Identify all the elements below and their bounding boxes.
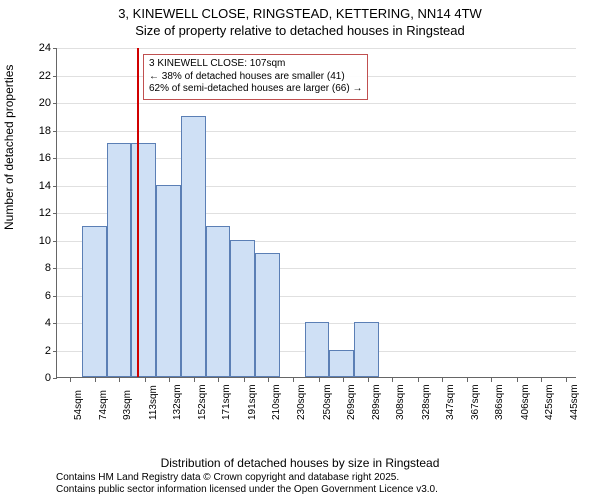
- xtick-label: 406sqm: [520, 384, 531, 420]
- ytick-mark: [53, 48, 57, 49]
- gridline: [57, 103, 576, 104]
- xtick-mark: [517, 378, 518, 382]
- xtick-mark: [119, 378, 120, 382]
- ytick-label: 24: [27, 42, 51, 54]
- ytick-mark: [53, 268, 57, 269]
- title-line1: 3, KINEWELL CLOSE, RINGSTEAD, KETTERING,…: [0, 6, 600, 23]
- x-axis-label: Distribution of detached houses by size …: [0, 456, 600, 470]
- histogram-bar: [354, 322, 379, 377]
- xtick-label: 230sqm: [296, 384, 307, 420]
- histogram-bar: [305, 322, 330, 377]
- xtick-label: 289sqm: [371, 384, 382, 420]
- histogram-bar: [156, 185, 181, 378]
- histogram-bar: [107, 143, 132, 377]
- chart-title: 3, KINEWELL CLOSE, RINGSTEAD, KETTERING,…: [0, 0, 600, 40]
- histogram-bar: [82, 226, 107, 377]
- xtick-mark: [418, 378, 419, 382]
- xtick-mark: [541, 378, 542, 382]
- xtick-mark: [491, 378, 492, 382]
- ytick-mark: [53, 296, 57, 297]
- histogram-bar: [230, 240, 255, 378]
- xtick-mark: [169, 378, 170, 382]
- xtick-label: 308sqm: [395, 384, 406, 420]
- attribution: Contains HM Land Registry data © Crown c…: [56, 472, 438, 496]
- ytick-label: 22: [27, 70, 51, 82]
- ytick-mark: [53, 76, 57, 77]
- xtick-mark: [566, 378, 567, 382]
- ytick-label: 0: [27, 372, 51, 384]
- annotation-line3: 62% of semi-detached houses are larger (…: [149, 83, 362, 96]
- reference-line: [137, 48, 139, 377]
- ytick-label: 2: [27, 345, 51, 357]
- ytick-label: 10: [27, 235, 51, 247]
- xtick-mark: [244, 378, 245, 382]
- xtick-mark: [343, 378, 344, 382]
- gridline: [57, 131, 576, 132]
- ytick-label: 6: [27, 290, 51, 302]
- annotation-line2: ← 38% of detached houses are smaller (41…: [149, 71, 362, 84]
- xtick-label: 250sqm: [322, 384, 333, 420]
- xtick-label: 93sqm: [122, 390, 133, 420]
- ytick-label: 14: [27, 180, 51, 192]
- histogram-bar: [181, 116, 206, 377]
- xtick-mark: [194, 378, 195, 382]
- attribution-line2: Contains public sector information licen…: [56, 484, 438, 496]
- xtick-label: 347sqm: [445, 384, 456, 420]
- y-axis-label: Number of detached properties: [2, 65, 16, 230]
- xtick-mark: [293, 378, 294, 382]
- attribution-line1: Contains HM Land Registry data © Crown c…: [56, 472, 438, 484]
- xtick-label: 113sqm: [148, 385, 159, 420]
- xtick-mark: [70, 378, 71, 382]
- xtick-mark: [442, 378, 443, 382]
- xtick-label: 210sqm: [271, 384, 282, 420]
- ytick-mark: [53, 241, 57, 242]
- xtick-mark: [392, 378, 393, 382]
- ytick-mark: [53, 131, 57, 132]
- ytick-mark: [53, 323, 57, 324]
- xtick-mark: [145, 378, 146, 382]
- xtick-label: 386sqm: [494, 384, 505, 420]
- ytick-mark: [53, 103, 57, 104]
- ytick-mark: [53, 186, 57, 187]
- xtick-label: 132sqm: [172, 384, 183, 420]
- xtick-label: 367sqm: [470, 384, 481, 420]
- xtick-label: 152sqm: [197, 384, 208, 420]
- histogram-bar: [255, 253, 280, 377]
- xtick-label: 328sqm: [421, 384, 432, 420]
- ytick-mark: [53, 213, 57, 214]
- histogram-bar: [206, 226, 231, 377]
- xtick-label: 74sqm: [98, 390, 109, 420]
- xtick-label: 445sqm: [569, 384, 580, 420]
- ytick-label: 4: [27, 317, 51, 329]
- ytick-label: 8: [27, 262, 51, 274]
- xtick-label: 191sqm: [247, 384, 258, 420]
- annotation-line1: 3 KINEWELL CLOSE: 107sqm: [149, 58, 362, 71]
- plot-region: 02468101214161820222454sqm74sqm93sqm113s…: [56, 48, 576, 378]
- title-line2: Size of property relative to detached ho…: [0, 23, 600, 40]
- ytick-label: 16: [27, 152, 51, 164]
- ytick-mark: [53, 158, 57, 159]
- xtick-label: 54sqm: [73, 390, 84, 420]
- xtick-mark: [268, 378, 269, 382]
- xtick-mark: [218, 378, 219, 382]
- ytick-label: 18: [27, 125, 51, 137]
- xtick-mark: [95, 378, 96, 382]
- histogram-bar: [329, 350, 354, 378]
- annotation-box: 3 KINEWELL CLOSE: 107sqm← 38% of detache…: [143, 54, 368, 100]
- ytick-mark: [53, 378, 57, 379]
- gridline: [57, 48, 576, 49]
- ytick-mark: [53, 351, 57, 352]
- ytick-label: 20: [27, 97, 51, 109]
- ytick-label: 12: [27, 207, 51, 219]
- xtick-label: 269sqm: [346, 384, 357, 420]
- xtick-label: 425sqm: [544, 384, 555, 420]
- xtick-label: 171sqm: [221, 384, 232, 420]
- xtick-mark: [368, 378, 369, 382]
- xtick-mark: [467, 378, 468, 382]
- chart-area: 02468101214161820222454sqm74sqm93sqm113s…: [56, 48, 576, 418]
- histogram-bar: [131, 143, 156, 377]
- xtick-mark: [319, 378, 320, 382]
